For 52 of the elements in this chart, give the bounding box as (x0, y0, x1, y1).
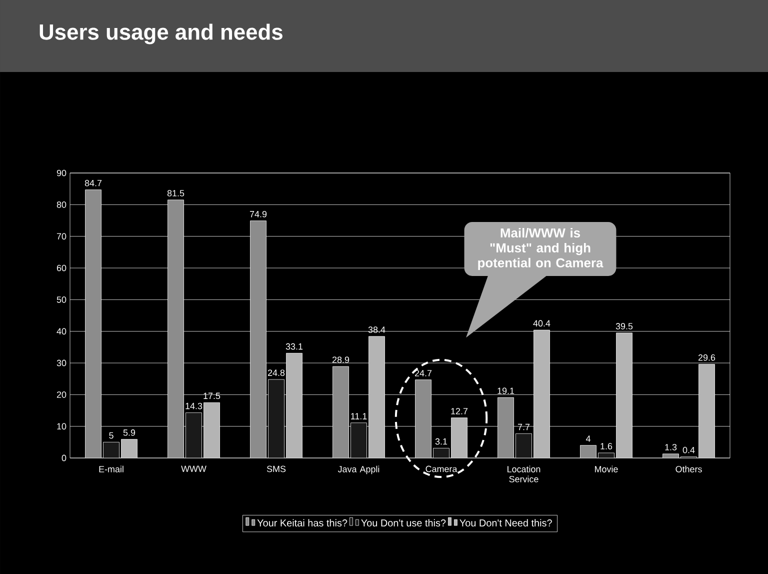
annotation: Mail/WWW is "Must" and high potential on Camera (478, 228, 604, 270)
y-tick-label: 80 (56, 201, 66, 208)
bar (286, 352, 302, 458)
bar (368, 336, 385, 458)
x-tick-label: Movie (595, 466, 618, 472)
chart-title: Users usage and needs (40, 24, 282, 44)
y-tick-label: 90 (56, 170, 66, 176)
legend-label: Your Keitai has this? (257, 519, 348, 526)
y-tick-label: 50 (56, 296, 66, 303)
data-label: 28.9 (332, 356, 350, 363)
data-label: 19.1 (498, 388, 514, 394)
y-tick-label: 70 (56, 233, 66, 240)
data-label: 3.1 (435, 438, 448, 445)
y-tick-label: 40 (56, 328, 66, 335)
y-tick-label: 20 (56, 391, 66, 398)
bar (451, 418, 468, 458)
data-label: 1.3 (665, 444, 677, 450)
data-label: 24.8 (268, 370, 285, 376)
x-tick-label: Others (676, 466, 702, 472)
legend-label: You Don't Need this? (460, 519, 552, 526)
bar (204, 402, 220, 458)
data-label: 39.5 (616, 323, 633, 330)
data-label: 74.9 (250, 210, 267, 218)
y-tick-label: 0 (62, 454, 66, 462)
x-tick-label: SMS (266, 466, 286, 472)
y-tick-label: 30 (56, 360, 66, 366)
data-label: 0.4 (682, 446, 695, 454)
data-label: 14.3 (186, 402, 202, 410)
y-tick-label: 60 (56, 264, 66, 272)
bar (534, 330, 550, 458)
y-tick-label: 10 (57, 423, 66, 430)
bar (698, 364, 715, 458)
x-tick-label: Location Service (508, 466, 540, 482)
data-label: 11.1 (351, 413, 367, 420)
legend-label: You Don't use this? (361, 519, 446, 526)
data-label: 33.1 (286, 343, 303, 350)
data-label: 1.6 (600, 443, 612, 450)
data-label: 5.9 (123, 429, 136, 436)
data-label: 81.5 (167, 190, 184, 196)
bar (121, 439, 138, 458)
x-tick-label: Java Appli (338, 466, 380, 474)
x-tick-label: E-mail (99, 466, 124, 472)
data-label: 4 (586, 436, 590, 442)
data-label: 5 (109, 432, 114, 439)
data-label: 24.7 (414, 370, 432, 376)
data-label: 40.4 (533, 320, 550, 327)
x-tick-label: Camera (426, 466, 458, 472)
data-label: 84.7 (84, 180, 102, 186)
bar (616, 332, 632, 458)
x-tick-label: WWW (181, 466, 206, 472)
data-label: 12.7 (451, 408, 468, 414)
data-label: 29.6 (698, 354, 716, 361)
